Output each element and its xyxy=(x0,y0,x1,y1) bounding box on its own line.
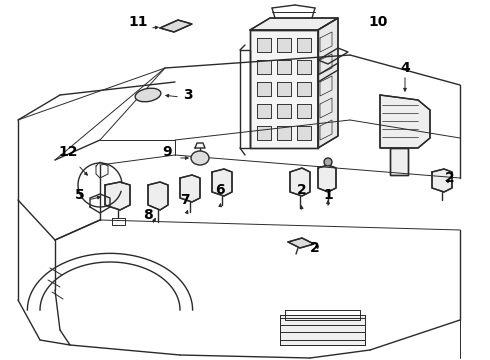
Text: 2: 2 xyxy=(297,183,307,197)
Text: 4: 4 xyxy=(400,61,410,75)
Polygon shape xyxy=(212,169,232,196)
Polygon shape xyxy=(257,126,271,140)
Polygon shape xyxy=(280,315,365,345)
Text: 8: 8 xyxy=(143,208,153,222)
Polygon shape xyxy=(277,82,291,96)
Text: 11: 11 xyxy=(128,15,148,29)
Text: 9: 9 xyxy=(162,145,172,159)
Polygon shape xyxy=(288,238,314,248)
Polygon shape xyxy=(297,60,311,74)
Text: 12: 12 xyxy=(58,145,78,159)
Polygon shape xyxy=(297,38,311,52)
Polygon shape xyxy=(380,95,430,148)
Polygon shape xyxy=(318,18,338,148)
Polygon shape xyxy=(277,38,291,52)
Polygon shape xyxy=(390,148,408,175)
Polygon shape xyxy=(160,20,192,32)
Polygon shape xyxy=(297,104,311,118)
Text: 7: 7 xyxy=(180,193,190,207)
Text: 2: 2 xyxy=(445,171,455,185)
Text: 5: 5 xyxy=(75,188,85,202)
Text: 3: 3 xyxy=(183,88,193,102)
Ellipse shape xyxy=(191,151,209,165)
Polygon shape xyxy=(277,60,291,74)
Polygon shape xyxy=(318,165,336,192)
Polygon shape xyxy=(432,169,452,192)
Circle shape xyxy=(324,158,332,166)
Text: 6: 6 xyxy=(215,183,225,197)
Polygon shape xyxy=(250,18,338,30)
Polygon shape xyxy=(105,182,130,210)
Text: 2: 2 xyxy=(310,241,320,255)
Polygon shape xyxy=(277,126,291,140)
Text: 1: 1 xyxy=(323,188,333,202)
Polygon shape xyxy=(257,82,271,96)
Polygon shape xyxy=(257,38,271,52)
Polygon shape xyxy=(257,60,271,74)
Polygon shape xyxy=(277,104,291,118)
Polygon shape xyxy=(297,82,311,96)
Polygon shape xyxy=(290,168,310,196)
Ellipse shape xyxy=(135,88,161,102)
Polygon shape xyxy=(250,30,318,148)
Text: 10: 10 xyxy=(368,15,388,29)
Polygon shape xyxy=(257,104,271,118)
Polygon shape xyxy=(297,126,311,140)
Polygon shape xyxy=(148,182,168,210)
Polygon shape xyxy=(180,175,200,202)
